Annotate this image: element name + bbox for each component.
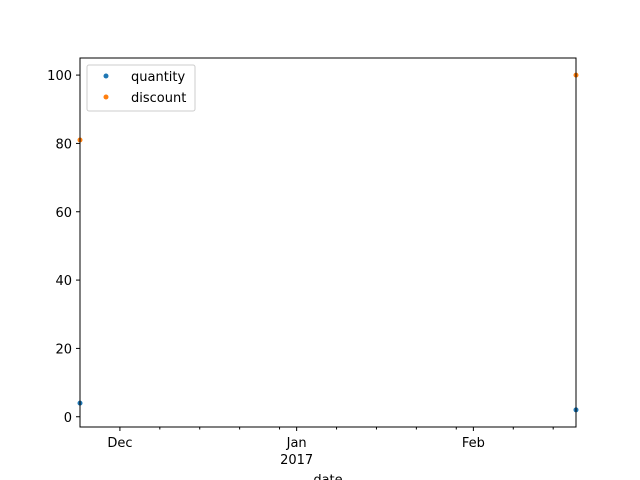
plot-area — [80, 58, 576, 427]
legend-marker-discount — [103, 94, 109, 100]
x-axis-title: date — [313, 473, 342, 480]
legend-label-quantity: quantity — [131, 70, 186, 85]
y-tick-label: 40 — [55, 274, 72, 289]
x-tick-label: Jan — [286, 436, 307, 451]
y-tick-label: 0 — [64, 411, 72, 426]
x-tick-label: Feb — [462, 436, 485, 451]
y-axis-ticks: 0 20 40 60 80 100 — [47, 69, 80, 426]
legend-label-discount: discount — [131, 91, 186, 106]
y-tick-label: 20 — [55, 342, 72, 357]
y-tick-label: 60 — [55, 206, 72, 221]
y-tick-label: 100 — [47, 69, 72, 84]
legend-box — [86, 64, 196, 112]
legend-marker-quantity — [103, 73, 109, 79]
plot-frame — [79, 57, 577, 428]
x-axis-ticks: Dec Jan 2017 Feb — [107, 427, 554, 468]
legend: quantity discount — [86, 64, 196, 112]
x-tick-label: Dec — [107, 436, 132, 451]
x-tick-sublabel: 2017 — [280, 453, 313, 468]
y-tick-label: 80 — [55, 137, 72, 152]
